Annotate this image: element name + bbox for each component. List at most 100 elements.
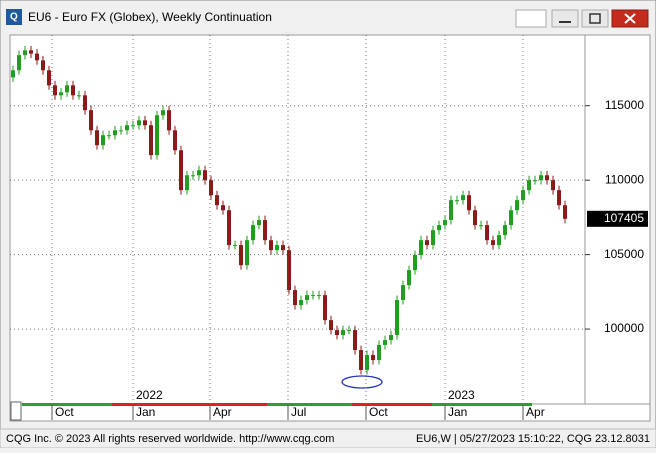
link-button[interactable]	[515, 9, 547, 28]
candle-body	[551, 180, 556, 191]
candle-body	[383, 340, 388, 345]
app-icon-letter: Q	[10, 12, 18, 23]
candle-body	[509, 210, 514, 226]
annotation-ellipse	[341, 375, 383, 389]
candle-body	[71, 85, 76, 96]
candle-body	[173, 130, 178, 151]
session-strip	[22, 403, 532, 406]
candle-body	[221, 205, 226, 211]
candle-body	[503, 225, 508, 236]
status-left: CQG Inc. © 2023 All rights reserved worl…	[6, 433, 334, 445]
candle-body	[41, 60, 46, 71]
candle-body	[311, 295, 316, 297]
candle-body	[263, 220, 268, 241]
x-tick-label: Apr	[526, 405, 545, 419]
candle-body	[353, 330, 358, 351]
last-price-label: 107405	[604, 211, 644, 225]
candle-body	[269, 240, 274, 251]
window-title: EU6 - Euro FX (Globex), Weekly Continuat…	[28, 10, 272, 24]
time-axis	[9, 403, 651, 422]
candle-body	[557, 190, 562, 206]
candle-body	[281, 245, 286, 251]
candle-body	[197, 170, 202, 176]
candle-body	[305, 295, 310, 301]
candle-body	[227, 210, 232, 246]
candle-body	[395, 300, 400, 336]
close-glyph	[624, 13, 636, 24]
candle-body	[191, 175, 196, 177]
x-tick-label: Jan	[448, 405, 467, 419]
candle-body	[377, 344, 382, 361]
candle-body	[389, 335, 394, 341]
candle-body	[47, 70, 52, 86]
year-label: 2022	[136, 388, 163, 402]
candle-body	[521, 190, 526, 201]
candle-body	[467, 195, 472, 211]
candle-body	[443, 220, 448, 226]
y-tick-label: 110000	[605, 172, 644, 186]
candle-body	[359, 350, 364, 371]
candle-body	[59, 92, 64, 96]
candle-body	[365, 354, 370, 371]
candle-body	[179, 150, 184, 191]
candle-body	[29, 50, 34, 54]
candle-body	[323, 295, 328, 321]
candle-body	[491, 240, 496, 246]
candle-body	[533, 180, 538, 182]
x-tick-label: Apr	[213, 405, 232, 419]
candle-body	[473, 210, 478, 226]
candle-body	[83, 95, 88, 111]
candle-body	[437, 225, 442, 231]
minimize-button[interactable]	[551, 9, 579, 28]
candle-body	[167, 110, 172, 131]
candle-body	[371, 354, 376, 361]
scroll-handle[interactable]	[10, 401, 22, 421]
candle-body	[251, 225, 256, 241]
candle-body	[143, 120, 148, 126]
maximize-glyph	[589, 13, 601, 24]
status-right: EU6,W | 05/27/2023 15:10:22, CQG 23.12.8…	[416, 433, 650, 445]
last-price-box	[587, 210, 648, 227]
candle-body	[329, 320, 334, 331]
candle-body	[131, 125, 136, 127]
candle-body	[287, 250, 292, 291]
y-tick-label: 105000	[604, 247, 644, 261]
candle-body	[215, 195, 220, 206]
candle-body	[107, 135, 112, 137]
candle-body	[233, 245, 238, 247]
candle-body	[497, 235, 502, 246]
candle-body	[185, 175, 190, 191]
candle-body	[401, 285, 406, 301]
x-tick-label: Oct	[369, 405, 388, 419]
candle-body	[419, 240, 424, 256]
candle-body	[89, 110, 94, 131]
candle-body	[527, 180, 532, 191]
candle-body	[125, 125, 130, 131]
candle-body	[335, 330, 340, 336]
candle-body	[425, 240, 430, 246]
candle-body	[101, 135, 106, 146]
candle-body	[461, 195, 466, 201]
candle-body	[515, 200, 520, 211]
candle-body	[317, 295, 322, 297]
candle-body	[77, 95, 82, 97]
plot-area	[9, 34, 586, 406]
candle-body	[119, 130, 124, 132]
candle-body	[53, 85, 58, 96]
app-icon	[6, 9, 22, 25]
candle-body	[431, 230, 436, 246]
candle-body	[239, 245, 244, 266]
candle-body	[341, 330, 346, 336]
candle-body	[95, 130, 100, 146]
candle-body	[479, 225, 484, 227]
candle-body	[563, 205, 568, 219]
candle-body	[17, 55, 22, 71]
candle-body	[35, 53, 40, 61]
maximize-button[interactable]	[581, 9, 609, 28]
candle-body	[413, 255, 418, 271]
candle-body	[455, 200, 460, 202]
candle-body	[11, 70, 16, 78]
x-tick-label: Jul	[291, 405, 306, 419]
candle-body	[113, 130, 118, 136]
